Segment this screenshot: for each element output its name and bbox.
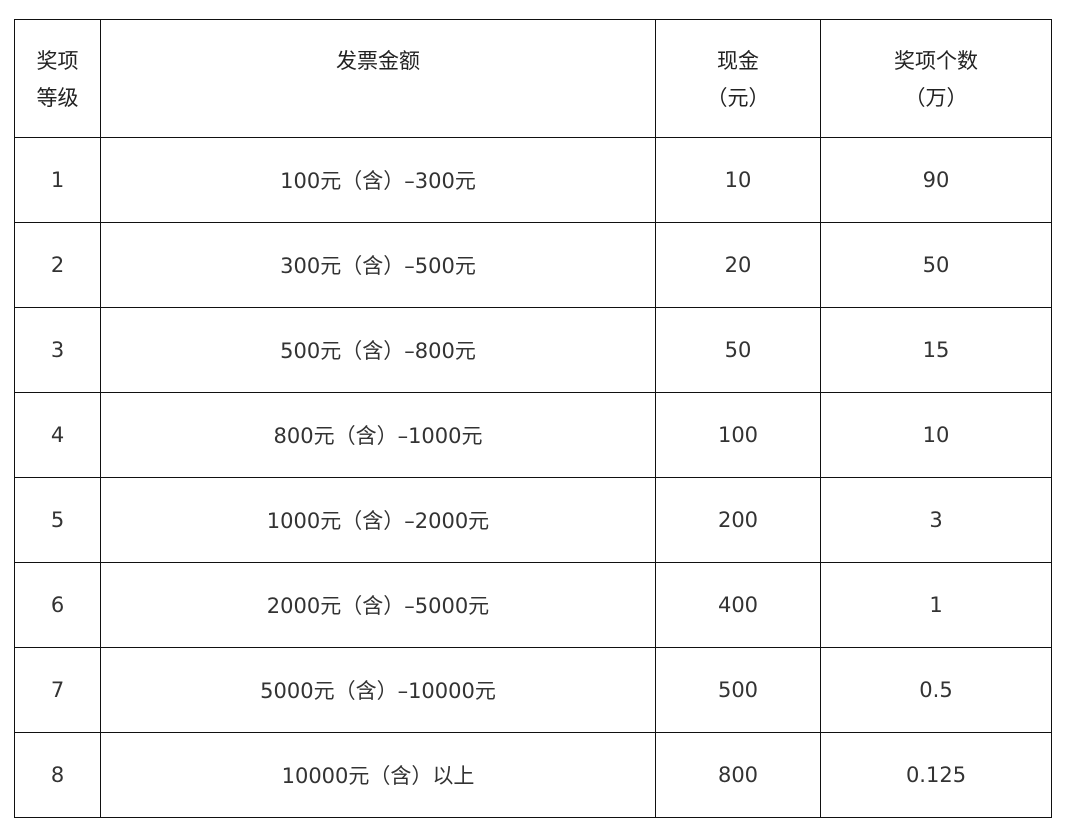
cell-invoice-amount: 800元（含）–1000元: [100, 392, 656, 478]
cell-cash: 400: [655, 562, 821, 648]
cell-prize-count: 0.5: [820, 647, 1052, 733]
header-line: （元）: [706, 86, 770, 110]
cell-cash: 500: [655, 647, 821, 733]
cell-invoice-amount: 300元（含）–500元: [100, 222, 656, 308]
header-line: （万）: [904, 86, 968, 110]
table-row: 2 300元（含）–500元 20 50: [14, 222, 1052, 308]
cell-cash: 100: [655, 392, 821, 478]
cell-prize-level: 2: [14, 222, 101, 308]
header-line: 奖项: [36, 49, 79, 73]
header-line: 等级: [36, 86, 79, 110]
header-cash: 现金 （元）: [655, 19, 821, 138]
header-row: 奖项等级 发票金额 现金 （元） 奖项个数 （万）: [14, 19, 1052, 138]
cell-invoice-amount: 2000元（含）–5000元: [100, 562, 656, 648]
cell-prize-level: 7: [14, 647, 101, 733]
header-prize-level: 奖项 等级: [14, 19, 101, 138]
cell-prize-count: 90: [820, 137, 1052, 223]
cell-prize-count: 50: [820, 222, 1052, 308]
table-row: 4 800元（含）–1000元 100 10: [14, 392, 1052, 478]
table-row: 7 5000元（含）–10000元 500 0.5: [14, 647, 1052, 733]
table-row: 3 500元（含）–800元 50 15: [14, 307, 1052, 393]
cell-prize-count: 1: [820, 562, 1052, 648]
table-row: 1 100元（含）–300元 10 90: [14, 137, 1052, 223]
header-line: 奖项个数: [894, 49, 978, 73]
cell-prize-level: 4: [14, 392, 101, 478]
cell-prize-level: 6: [14, 562, 101, 648]
cell-invoice-amount: 500元（含）–800元: [100, 307, 656, 393]
cell-prize-level: 3: [14, 307, 101, 393]
cell-prize-level: 1: [14, 137, 101, 223]
cell-cash: 50: [655, 307, 821, 393]
prize-table: 奖项 等级 发票金额 现金 （元） 奖项个数 （万） 1 100元（含）–300元 10 90 2 3…: [14, 19, 1052, 818]
table-row: 8 10000元（含）以上 800 0.125: [14, 732, 1052, 818]
cell-prize-count: 10: [820, 392, 1052, 478]
cell-cash: 200: [655, 477, 821, 563]
cell-cash: 10: [655, 137, 821, 223]
cell-prize-count: 3: [820, 477, 1052, 563]
cell-prize-level: 8: [14, 732, 101, 818]
header-line: 发票金额: [336, 49, 420, 73]
cell-invoice-amount: 100元（含）–300元: [100, 137, 656, 223]
header-line: 现金: [717, 49, 759, 73]
header-invoice-amount: 发票金额: [100, 19, 656, 138]
cell-prize-level: 5: [14, 477, 101, 563]
cell-invoice-amount: 1000元（含）–2000元: [100, 477, 656, 563]
cell-invoice-amount: 10000元（含）以上: [100, 732, 656, 818]
header-prize-count: 奖项个数 （万）: [820, 19, 1052, 138]
table-row: 6 2000元（含）–5000元 400 1: [14, 562, 1052, 648]
cell-cash: 800: [655, 732, 821, 818]
cell-prize-count: 0.125: [820, 732, 1052, 818]
table-row: 5 1000元（含）–2000元 200 3: [14, 477, 1052, 563]
cell-cash: 20: [655, 222, 821, 308]
cell-invoice-amount: 5000元（含）–10000元: [100, 647, 656, 733]
cell-prize-count: 15: [820, 307, 1052, 393]
